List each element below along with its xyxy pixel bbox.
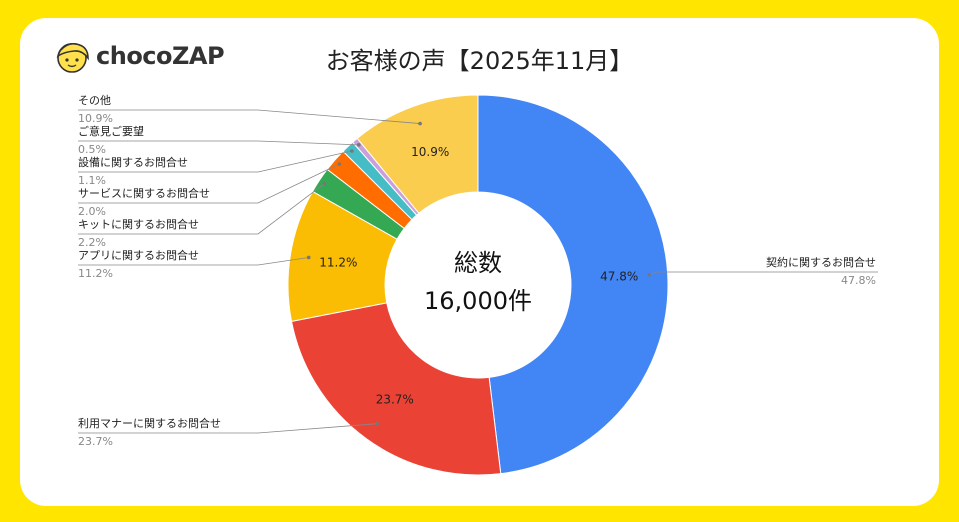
slices — [287, 94, 669, 476]
category-label: 設備に関するお問合せ — [78, 155, 188, 169]
category-label: アプリに関するお問合せ — [78, 248, 199, 262]
pie-slice-7[interactable] — [356, 94, 479, 214]
slice-value-label: 47.8% — [600, 270, 638, 284]
leader-dot — [337, 162, 342, 166]
category-percent: 10.9% — [78, 112, 113, 125]
category-label: ご意見ご要望 — [78, 124, 144, 138]
leader-line — [78, 423, 378, 434]
center-label: 総数 16,000件 — [424, 249, 532, 315]
callout-1: 利用マナーに関するお問合せ 23.7% — [78, 416, 379, 448]
leader-dot — [356, 143, 361, 147]
category-percent: 2.2% — [78, 236, 106, 249]
callout-labels: 契約に関するお問合せ 47.8% 利用マナーに関するお問合せ 23.7% アプリに関する… — [78, 94, 878, 448]
leader-dot — [322, 181, 327, 186]
pie-slice-0[interactable] — [477, 94, 669, 475]
slice-value-label: 23.7% — [376, 392, 414, 406]
category-percent: 47.8% — [841, 274, 876, 287]
callout-0: 契約に関するお問合せ 47.8% — [647, 255, 878, 287]
category-label: キットに関するお問合せ — [78, 217, 199, 231]
pie-slice-1[interactable] — [290, 302, 502, 476]
leader-line — [78, 257, 309, 266]
leader-dot — [647, 272, 651, 277]
center-total-label: 総数 — [454, 249, 502, 277]
chocozap-mascot-icon — [56, 42, 89, 73]
category-percent: 23.7% — [78, 435, 113, 448]
leader-line — [78, 109, 421, 124]
leader-line — [78, 183, 325, 235]
callout-3: キットに関するお問合せ 2.2% — [78, 181, 327, 249]
category-label: 利用マナーに関するお問合せ — [78, 416, 221, 430]
leader-line — [78, 150, 352, 173]
chart-title: お客様の声【2025年11月】 — [325, 47, 634, 75]
leader-line — [649, 271, 878, 276]
category-percent: 1.1% — [78, 174, 106, 187]
center-total-value: 16,000件 — [424, 287, 532, 315]
leader-dot — [375, 421, 379, 426]
slice-value-labels: 47.8% 23.7% 11.2% 10.9% — [319, 145, 638, 407]
brand-logo: chocoZAP — [52, 38, 225, 74]
category-percent: 2.0% — [78, 205, 106, 218]
leader-line — [78, 163, 340, 204]
slice-value-label: 10.9% — [411, 145, 449, 159]
slice-value-label: 11.2% — [319, 255, 357, 269]
callout-4: サービスに関するお問合せ 2.0% — [78, 162, 342, 218]
category-label: 契約に関するお問合せ — [766, 255, 876, 269]
category-label: その他 — [78, 94, 111, 107]
category-percent: 11.2% — [78, 267, 113, 280]
category-percent: 0.5% — [78, 143, 106, 156]
leader-line — [78, 140, 359, 146]
leader-dot — [418, 121, 422, 126]
logo-text: chocoZAP — [96, 42, 225, 70]
callout-5: 設備に関するお問合せ 1.1% — [78, 149, 354, 187]
callout-2: アプリに関するお問合せ 11.2% — [78, 248, 311, 280]
callout-7: その他 10.9% — [78, 94, 422, 126]
category-label: サービスに関するお問合せ — [78, 186, 210, 200]
callout-6: ご意見ご要望 0.5% — [78, 124, 361, 156]
leader-dot — [306, 255, 311, 260]
leader-dot — [350, 149, 354, 153]
